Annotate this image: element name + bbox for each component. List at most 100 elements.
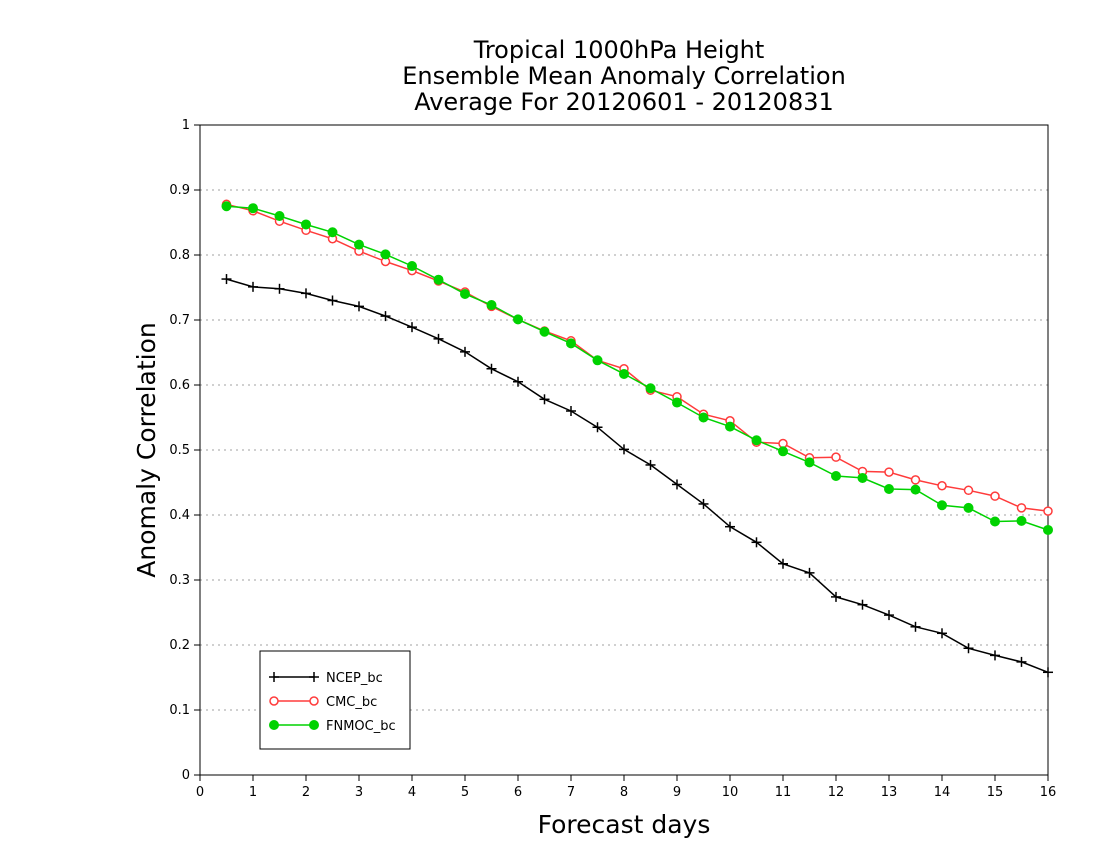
legend: NCEP_bc CMC_bc FNMOC_bc bbox=[259, 650, 411, 750]
x-tick-label: 11 bbox=[775, 785, 792, 800]
legend-label: CMC_bc bbox=[326, 695, 377, 710]
y-tick-label: 0.1 bbox=[169, 703, 190, 718]
x-tick-label: 10 bbox=[722, 785, 739, 800]
data-point-plus bbox=[990, 650, 1000, 661]
data-point-filled-circle bbox=[274, 211, 285, 221]
legend-item: NCEP_bc bbox=[269, 671, 383, 686]
y-tick-label: 0.6 bbox=[169, 378, 190, 393]
y-axis-label: Anomaly Correlation bbox=[132, 322, 161, 577]
x-tick-label: 15 bbox=[987, 785, 1004, 800]
data-point-plus bbox=[274, 283, 285, 294]
data-point-filled-circle bbox=[751, 435, 762, 446]
data-point-filled-circle bbox=[269, 720, 279, 730]
data-point-filled-circle bbox=[1016, 515, 1027, 526]
y-tick-label: 0 bbox=[182, 768, 190, 783]
data-point-plus bbox=[698, 498, 709, 509]
data-point-plus bbox=[592, 422, 603, 433]
series-fnmoc-bc bbox=[221, 201, 1053, 535]
series-cmc-bc bbox=[221, 199, 1053, 516]
data-point-plus bbox=[486, 363, 497, 374]
data-point-open-circle bbox=[309, 696, 319, 706]
x-tick-label: 8 bbox=[620, 785, 628, 800]
y-tick-label: 0.3 bbox=[169, 573, 190, 588]
legend-item: FNMOC_bc bbox=[269, 719, 396, 734]
x-tick-label: 13 bbox=[881, 785, 898, 800]
x-tick-label: 6 bbox=[514, 785, 522, 800]
chart-title: Tropical 1000hPa Height Ensemble Mean An… bbox=[402, 36, 846, 116]
x-tick-label: 4 bbox=[408, 785, 416, 800]
data-point-plus bbox=[248, 281, 258, 292]
x-tick-label: 3 bbox=[355, 785, 363, 800]
data-point-filled-circle bbox=[725, 421, 735, 432]
data-point-filled-circle bbox=[645, 383, 656, 394]
data-point-plus bbox=[407, 322, 417, 333]
data-point-plus bbox=[804, 567, 815, 578]
x-tick-label: 14 bbox=[934, 785, 951, 800]
data-point-open-circle bbox=[1016, 503, 1027, 513]
y-tick-label: 1 bbox=[182, 118, 190, 133]
x-tick-label: 0 bbox=[196, 785, 204, 800]
data-point-open-circle bbox=[269, 696, 279, 706]
data-point-open-circle bbox=[884, 467, 894, 477]
title-line-1: Tropical 1000hPa Height bbox=[473, 36, 765, 64]
data-point-plus bbox=[672, 479, 682, 490]
x-tick-label: 1 bbox=[249, 785, 257, 800]
data-point-filled-circle bbox=[592, 355, 603, 366]
data-point-filled-circle bbox=[857, 472, 868, 483]
data-point-plus bbox=[778, 558, 788, 569]
data-point-filled-circle bbox=[309, 720, 319, 730]
y-tick-label: 0.9 bbox=[169, 183, 190, 198]
data-point-filled-circle bbox=[486, 300, 497, 311]
data-point-filled-circle bbox=[354, 239, 364, 250]
grid-lines bbox=[200, 124, 1048, 711]
legend-label: NCEP_bc bbox=[326, 671, 383, 686]
series-lines bbox=[221, 199, 1053, 678]
axis-ticks: 00.10.20.30.40.50.60.70.80.910 1 2 3 4 5 6 7 8 9 1… bbox=[169, 118, 1056, 800]
x-tick-label: 2 bbox=[302, 785, 310, 800]
data-point-filled-circle bbox=[804, 457, 815, 468]
title-line-3: Average For 20120601 - 20120831 bbox=[414, 88, 834, 116]
y-tick-label: 0.5 bbox=[169, 443, 190, 458]
data-point-filled-circle bbox=[619, 368, 629, 379]
data-point-filled-circle bbox=[778, 446, 788, 457]
data-point-filled-circle bbox=[831, 471, 841, 481]
data-point-filled-circle bbox=[566, 338, 576, 349]
data-point-plus bbox=[566, 406, 576, 416]
legend-label: FNMOC_bc bbox=[326, 719, 396, 734]
data-point-plus bbox=[963, 643, 974, 654]
data-point-plus bbox=[433, 333, 444, 344]
data-point-plus bbox=[1016, 656, 1027, 667]
y-tick-label: 0.8 bbox=[169, 248, 190, 263]
data-point-filled-circle bbox=[433, 274, 444, 285]
data-point-filled-circle bbox=[221, 201, 232, 212]
x-tick-label: 5 bbox=[461, 785, 469, 800]
data-point-filled-circle bbox=[698, 412, 709, 423]
legend-items: NCEP_bc CMC_bc FNMOC_bc bbox=[269, 671, 396, 734]
legend-box bbox=[259, 650, 411, 750]
data-point-plus bbox=[1043, 667, 1053, 678]
series-line bbox=[226, 203, 1049, 512]
data-point-plus bbox=[269, 672, 279, 682]
data-point-filled-circle bbox=[327, 227, 338, 238]
data-point-filled-circle bbox=[301, 219, 311, 230]
data-point-plus bbox=[327, 295, 338, 306]
data-point-plus bbox=[619, 444, 629, 455]
x-axis-label: Forecast days bbox=[538, 810, 711, 839]
data-point-filled-circle bbox=[513, 314, 523, 325]
y-tick-label: 0.2 bbox=[169, 638, 190, 653]
data-point-plus bbox=[513, 376, 523, 387]
data-point-plus bbox=[937, 628, 947, 639]
data-point-open-circle bbox=[1043, 506, 1053, 516]
data-point-plus bbox=[831, 591, 841, 602]
data-point-plus bbox=[910, 621, 921, 632]
x-tick-label: 16 bbox=[1040, 785, 1057, 800]
data-point-plus bbox=[725, 521, 735, 532]
data-point-plus bbox=[221, 274, 232, 285]
x-tick-label: 7 bbox=[567, 785, 575, 800]
data-point-filled-circle bbox=[460, 289, 470, 299]
title-line-2: Ensemble Mean Anomaly Correlation bbox=[402, 62, 846, 90]
data-point-plus bbox=[354, 301, 364, 312]
data-point-filled-circle bbox=[910, 484, 921, 495]
data-point-filled-circle bbox=[672, 397, 682, 408]
